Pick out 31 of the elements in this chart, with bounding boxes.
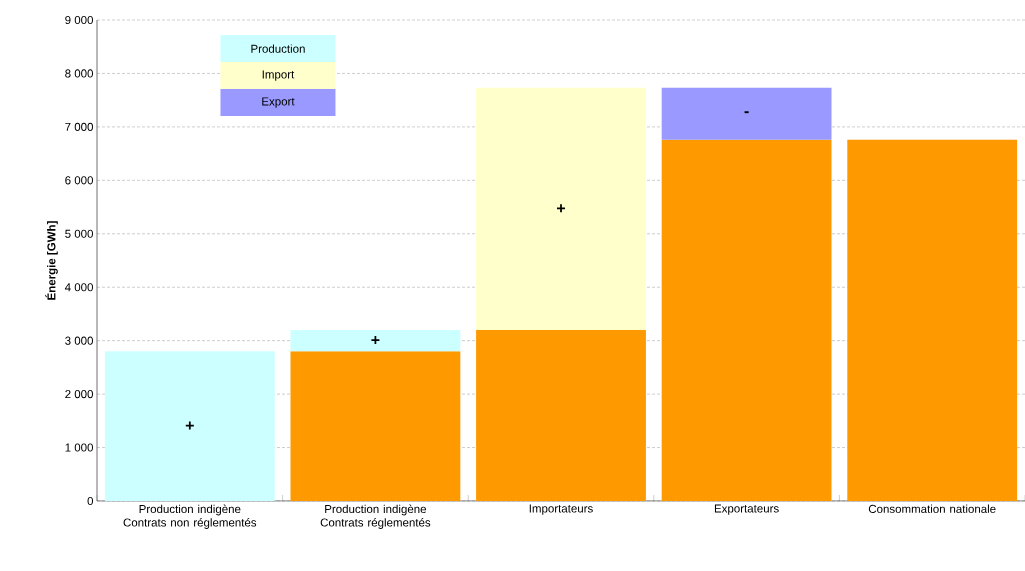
annotation: - xyxy=(744,111,749,114)
text: Export xyxy=(262,97,295,108)
y-tick-label: 5 000 xyxy=(65,229,93,238)
y-tick-label: 4 000 xyxy=(64,283,93,292)
y-tick-label: 6 000 xyxy=(65,176,93,185)
text: Import xyxy=(262,70,295,81)
text: Production xyxy=(251,44,305,53)
x-tick-label: Consommation nationale xyxy=(868,504,996,513)
y-tick-label: 0 xyxy=(87,496,94,506)
bar xyxy=(476,87,646,330)
annotation: + xyxy=(371,335,380,345)
annotation: + xyxy=(557,204,566,213)
bar xyxy=(476,329,646,501)
x-tick-label: Exportateurs xyxy=(714,504,779,515)
x-tick-label: Production indigène Contrats réglementés xyxy=(320,504,431,529)
bar xyxy=(104,351,275,501)
x-tick-label: Importateurs xyxy=(529,504,593,515)
y-tick-label: 9 000 xyxy=(65,15,93,25)
bar xyxy=(847,139,1018,501)
bar xyxy=(290,329,461,352)
bar xyxy=(661,139,832,501)
y-tick-label: 3 000 xyxy=(65,336,93,345)
y-tick-label: 7 000 xyxy=(65,122,93,131)
y-tick-label: 8 000 xyxy=(65,69,93,78)
y-axis-title: Énergie [GWh] xyxy=(45,221,58,300)
annotation: + xyxy=(185,421,194,430)
bar xyxy=(661,87,832,140)
bar xyxy=(290,351,461,501)
y-tick-label: 2 000 xyxy=(65,390,93,399)
x-tick-label: Production indigène Contrats non réglementés xyxy=(123,504,257,529)
y-tick-label: 1 000 xyxy=(65,443,93,452)
